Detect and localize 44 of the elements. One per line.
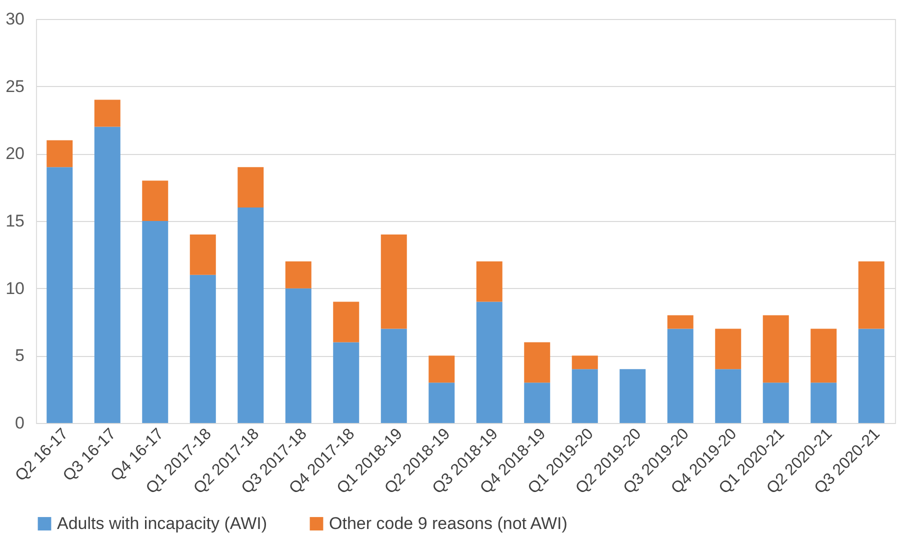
y-tick-label: 20 [6, 144, 24, 164]
bar [667, 328, 694, 423]
bar [428, 382, 455, 423]
bar [238, 208, 264, 423]
bar [810, 382, 837, 423]
bar [572, 356, 598, 370]
bar [238, 167, 264, 208]
bar [46, 140, 73, 168]
bar [572, 369, 598, 423]
bar [715, 328, 742, 370]
bar [142, 180, 168, 221]
bar [858, 261, 884, 329]
bar [333, 302, 360, 342]
y-tick-label: 10 [6, 278, 24, 298]
bar [285, 261, 312, 288]
y-tick-label: 5 [15, 346, 24, 366]
bar [524, 382, 550, 423]
bar [380, 234, 407, 329]
bar [285, 288, 312, 423]
bar [380, 328, 407, 423]
bar [94, 126, 120, 423]
bar [190, 274, 216, 423]
bar [46, 167, 73, 423]
bar [190, 234, 216, 275]
bar [810, 328, 837, 383]
y-tick-label: 25 [6, 76, 24, 96]
legend-label: Other code 9 reasons (not AWI) [329, 514, 568, 533]
bar [142, 221, 168, 423]
bar [715, 369, 742, 423]
y-tick-label: 15 [6, 212, 24, 230]
bar [620, 369, 646, 423]
y-tick-label: 30 [6, 10, 24, 28]
bar [476, 261, 502, 302]
bar [428, 356, 455, 383]
y-tick-label: 0 [15, 414, 24, 432]
bar [476, 302, 502, 423]
bar [333, 342, 360, 423]
legend-label: Adults with incapacity (AWI) [57, 514, 268, 533]
bar [524, 342, 550, 383]
bar [762, 315, 789, 383]
bar [94, 100, 120, 127]
bar [762, 382, 789, 423]
bar [667, 315, 694, 329]
bar [858, 328, 884, 423]
